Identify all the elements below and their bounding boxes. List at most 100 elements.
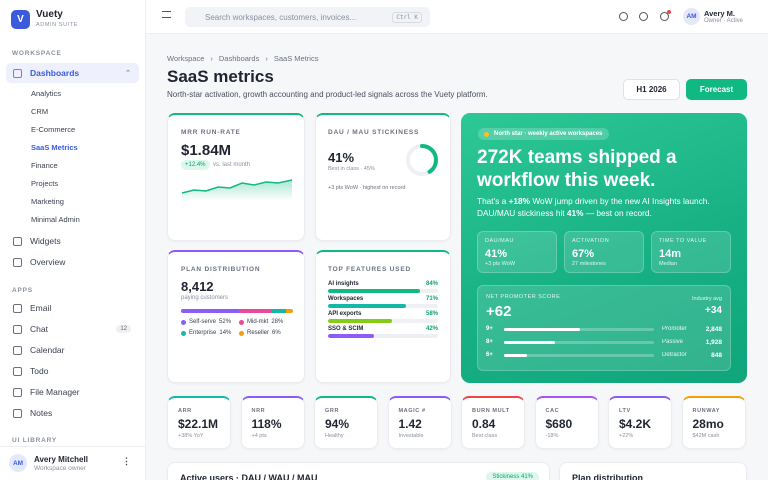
- kpi-card: NRR 118% +4 pts: [240, 396, 305, 449]
- plan-value: 8,412: [181, 279, 214, 294]
- search-box[interactable]: Search workspaces, customers, invoices..…: [185, 7, 430, 27]
- sparkline: [180, 173, 294, 201]
- feature-bar: [328, 304, 407, 308]
- nps-title: NET PROMOTER SCORE: [486, 294, 561, 300]
- logo: V: [11, 10, 30, 29]
- sparkline-svg: [181, 179, 293, 201]
- nav-icon: [13, 236, 22, 246]
- separator: ›: [265, 54, 268, 63]
- card-title: PLAN DISTRIBUTION: [181, 266, 261, 273]
- nps-track: [504, 341, 654, 344]
- plan-segment: [181, 309, 240, 313]
- mrr-value: $1.84M: [181, 142, 232, 159]
- kpi-value: 1.42: [398, 417, 422, 431]
- nav-item[interactable]: File Manager: [6, 382, 139, 402]
- sub-nav-item[interactable]: Projects: [31, 178, 59, 188]
- sub-nav-item[interactable]: Analytics: [31, 88, 62, 98]
- sub-nav-item[interactable]: Minimal Admin: [31, 214, 80, 224]
- feature-name: API exports: [328, 311, 362, 317]
- shortcut: Ctrl K: [392, 11, 422, 23]
- kpi-card: CAC $680 -18%: [534, 396, 599, 449]
- top-icon[interactable]: [660, 12, 669, 21]
- sub-nav-item[interactable]: SaaS Metrics: [31, 142, 78, 152]
- card-title: DAU / MAU STICKINESS: [328, 129, 420, 136]
- feature-value: 84%: [425, 281, 438, 287]
- page-title: SaaS metrics: [167, 67, 274, 86]
- sub-nav-item[interactable]: E-Commerce: [31, 124, 76, 134]
- card-heading: Active users · DAU / WAU / MAU: [180, 473, 318, 480]
- menu-dots[interactable]: ⋮: [122, 456, 131, 466]
- forecast-button[interactable]: Forecast: [686, 79, 747, 100]
- menu-toggle[interactable]: [162, 11, 171, 18]
- feature-track: [328, 334, 438, 338]
- kpi-note: Investable: [398, 433, 424, 439]
- card-heading: Plan distribution: [572, 473, 643, 480]
- feature-bar: [328, 289, 421, 293]
- stat-value: 14m: [659, 248, 682, 260]
- top-avatar: AM: [683, 8, 700, 25]
- crumb[interactable]: SaaS Metrics: [273, 54, 319, 63]
- sub-nav-item[interactable]: CRM: [31, 106, 49, 116]
- sub-nav-item[interactable]: Marketing: [31, 196, 64, 206]
- nav-item[interactable]: Dashboards ⌃: [6, 63, 139, 83]
- hero-body: That's a +18% WoW jump driven by the new…: [477, 195, 739, 219]
- nps-label: Promoter: [662, 326, 687, 332]
- crumb[interactable]: Dashboards: [218, 54, 260, 63]
- kpi-value: $4.2K: [619, 417, 652, 431]
- nps-track: [504, 354, 654, 357]
- period-button[interactable]: H1 2026: [623, 79, 680, 100]
- sparkline-area: [182, 180, 292, 201]
- feature-value: 71%: [425, 296, 438, 302]
- kpi-label: BURN MULT: [472, 408, 510, 414]
- feature-name: Workspaces: [328, 296, 364, 302]
- nps-box: NET PROMOTER SCORE +62 Industry avg +34 9+ Pr…: [477, 285, 731, 371]
- tag-dot: [484, 132, 489, 137]
- nav-item[interactable]: Widgets: [6, 231, 139, 251]
- nps-bar: [504, 354, 527, 357]
- nav-item[interactable]: Email: [6, 298, 139, 318]
- kpi-note: +4 pts: [251, 433, 267, 439]
- nps-score: 8+: [486, 339, 493, 345]
- nav-item[interactable]: Overview: [6, 252, 139, 272]
- kpi-note: Best class: [472, 433, 498, 439]
- nps-label: Detractor: [662, 352, 687, 358]
- kpi-value: 0.84: [472, 417, 496, 431]
- stickiness-value: 41%: [328, 150, 355, 165]
- hero-tag: North star · weekly active workspaces: [478, 128, 610, 140]
- top-icon[interactable]: [639, 12, 648, 21]
- nps-count: 2,848: [705, 326, 722, 333]
- legend-item: Self-serve 52%: [181, 319, 231, 325]
- stickiness-card: DAU / MAU STICKINESS 41% Best in class · 4…: [315, 113, 451, 241]
- sub-nav-item[interactable]: Finance: [31, 160, 58, 170]
- nav-item[interactable]: Calendar: [6, 340, 139, 360]
- stat-note: 27 milestones: [572, 261, 606, 267]
- benchmark-value: +34: [705, 305, 722, 316]
- notification-dot: [667, 10, 671, 14]
- crumb[interactable]: Workspace: [167, 54, 205, 63]
- legend-dot: [239, 319, 244, 325]
- nps-label: Passive: [662, 339, 684, 345]
- kpi-label: MAGIC #: [398, 408, 426, 414]
- nav-icon: [13, 68, 22, 78]
- nav-item[interactable]: Todo: [6, 361, 139, 381]
- stacked-bar: [181, 309, 293, 313]
- feature-bar: [328, 319, 392, 323]
- change-pill: +12.4%: [181, 160, 210, 170]
- stat-note: Median: [659, 261, 678, 267]
- legend-dot: [181, 319, 186, 325]
- kpi-label: NRR: [251, 408, 266, 414]
- nav-icon: [13, 303, 22, 313]
- kpi-card: BURN MULT 0.84 Best class: [461, 396, 525, 449]
- feature-track: [328, 319, 438, 323]
- hero-card: North star · weekly active workspaces 272…: [461, 113, 747, 383]
- stat-box: DAU/MAU 41% +3 pts WoW: [477, 231, 557, 273]
- nav-item[interactable]: Chat 12: [6, 319, 139, 339]
- nav-item[interactable]: Notes: [6, 403, 139, 423]
- nav-label: File Manager: [30, 387, 80, 397]
- user-avatar: AM: [9, 454, 27, 472]
- legend-name: Reseller: [247, 330, 270, 336]
- plan-segment: [239, 309, 271, 313]
- kpi-label: LTV: [619, 408, 631, 414]
- top-icon[interactable]: [619, 12, 628, 21]
